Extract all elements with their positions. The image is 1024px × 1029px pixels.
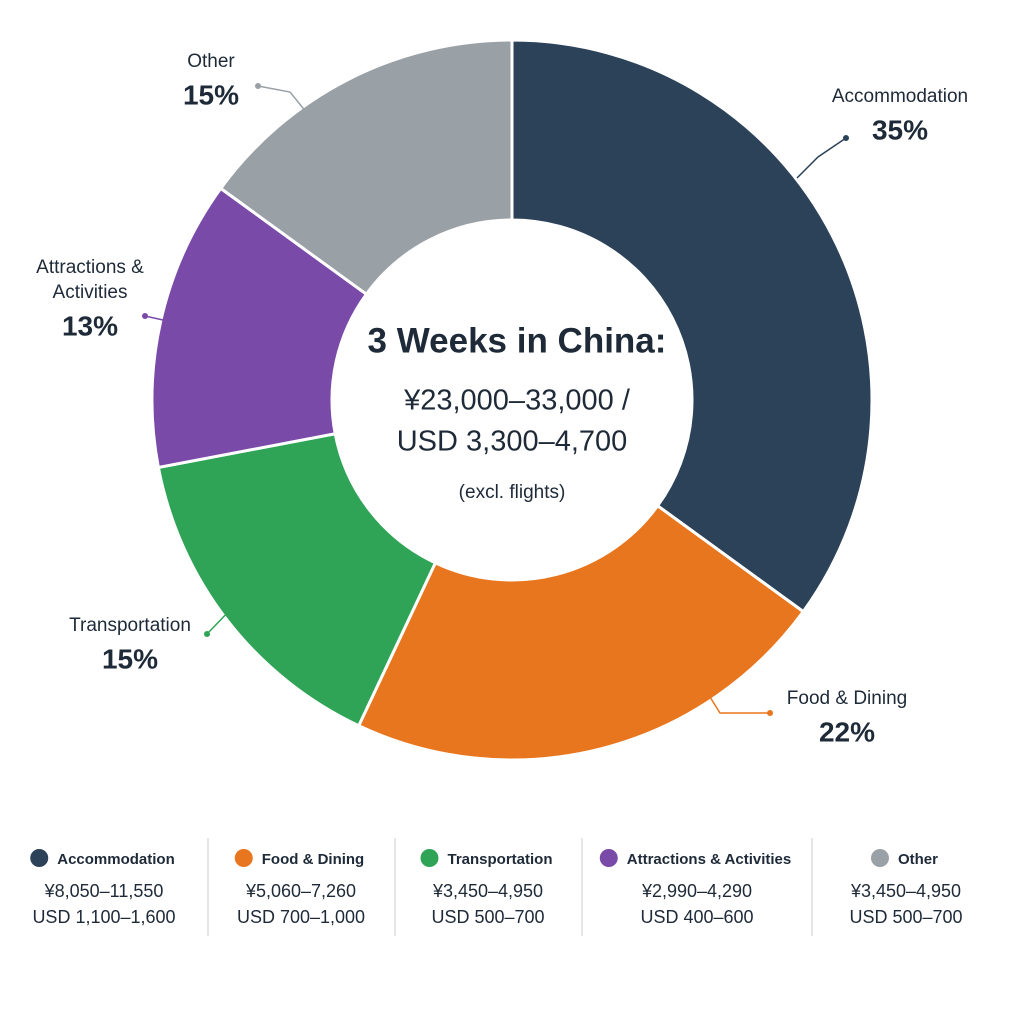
center-subtitle: ¥23,000–33,000 / — [403, 385, 631, 417]
center-note: (excl. flights) — [459, 482, 566, 503]
legend-range-cny: ¥3,450–4,950 — [432, 881, 543, 901]
slice-label: Other — [187, 51, 235, 72]
slice — [356, 503, 806, 762]
leader-dot — [767, 710, 773, 716]
slice-value-label: 15% — [102, 643, 158, 674]
leader-line — [709, 696, 770, 714]
center-title: 3 Weeks in China: — [368, 321, 667, 360]
legend-swatch — [870, 849, 889, 867]
legend-range-usd: USD 700–1,000 — [237, 907, 365, 927]
legend-swatch — [599, 849, 618, 867]
legend-swatch — [234, 849, 253, 867]
legend-swatch — [420, 849, 439, 867]
legend-label: Food & Dining — [262, 851, 364, 868]
slice — [156, 431, 438, 728]
legend-range-usd: USD 500–700 — [431, 907, 544, 927]
leader-line — [144, 315, 173, 323]
slice-value-label: 35% — [872, 114, 928, 145]
slice — [510, 38, 874, 614]
center-subtitle: USD 3,300–4,700 — [397, 426, 628, 458]
leader-dot — [255, 83, 261, 89]
legend-range-cny: ¥8,050–11,550 — [44, 881, 164, 901]
leader-dot — [843, 135, 849, 141]
legend-label: Transportation — [447, 851, 552, 868]
legend-label: Attractions & Activities — [627, 851, 791, 868]
leader-line — [796, 137, 847, 179]
slice-label: Attractions & Activities — [36, 257, 144, 303]
leader-line — [206, 606, 234, 635]
legend-range-usd: USD 1,100–1,600 — [32, 907, 175, 927]
legend-swatch — [30, 849, 49, 867]
slices — [150, 38, 874, 762]
slice-value-label: 22% — [819, 716, 875, 747]
slice-label: Transportation — [69, 615, 191, 636]
legend-range-usd: USD 500–700 — [849, 907, 962, 927]
slice-value-label: 13% — [62, 310, 118, 341]
slice-label: Food & Dining — [787, 688, 907, 709]
leader-line — [257, 85, 308, 114]
legend-label: Other — [898, 851, 938, 868]
legend-label: Accommodation — [57, 851, 175, 868]
leader-dot — [204, 631, 210, 637]
leader-dot — [142, 313, 148, 319]
slice-value-label: 15% — [183, 79, 239, 110]
slice — [150, 186, 369, 470]
legend-range-cny: ¥2,990–4,290 — [641, 881, 752, 901]
legend-range-cny: ¥3,450–4,950 — [850, 881, 961, 901]
legend-range-cny: ¥5,060–7,260 — [245, 881, 356, 901]
slice — [218, 38, 514, 297]
slice-label: Accommodation — [832, 86, 968, 107]
legend-range-usd: USD 400–600 — [640, 907, 753, 927]
